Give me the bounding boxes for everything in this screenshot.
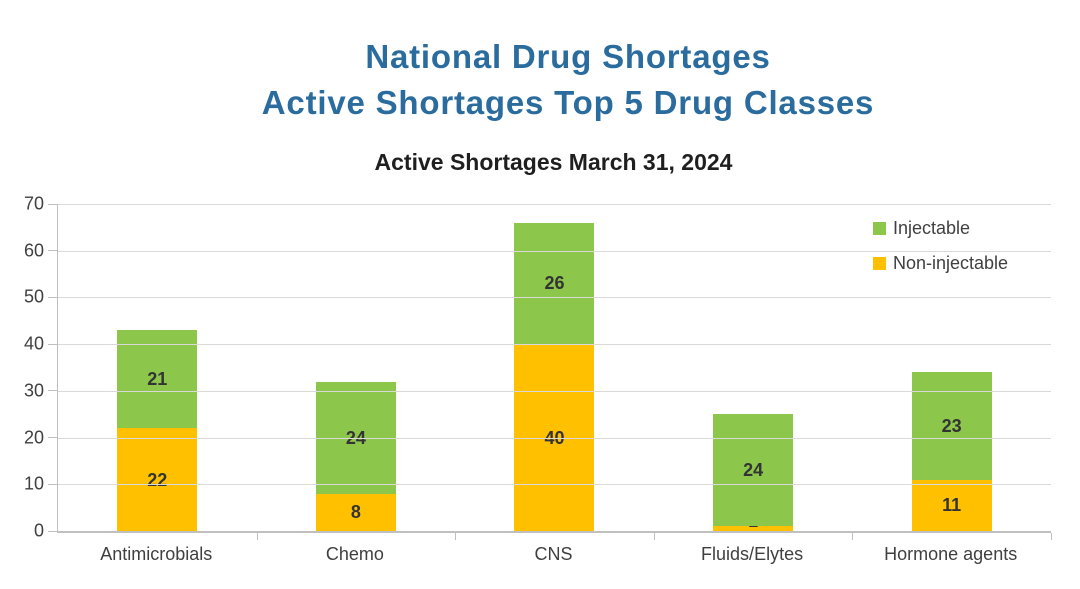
bar-column-cns: 40 26 <box>455 204 654 531</box>
y-axis-tick <box>48 483 58 485</box>
legend-label: Non-injectable <box>893 253 1009 273</box>
gridline-y-50 <box>58 297 1051 299</box>
gridline-y-30 <box>58 390 1051 392</box>
x-axis-tick <box>256 533 258 540</box>
legend-swatch-icon <box>873 257 886 270</box>
gridline-y-10 <box>58 484 1051 486</box>
stacked-bar: 22 21 <box>117 204 198 531</box>
y-axis-tick-label: 0 <box>33 520 44 541</box>
bar-value-label: 11 <box>942 495 962 516</box>
bar-value-label: 8 <box>350 502 361 523</box>
y-axis-tick-label: 10 <box>23 473 44 494</box>
x-axis-label-hormone-agents: Hormone agents <box>884 544 1018 564</box>
y-axis-tick <box>48 250 58 252</box>
y-axis-tick <box>48 203 58 205</box>
page-title-line-2: Active Shortages Top 5 Drug Classes <box>261 84 875 121</box>
y-axis-tick-label: 70 <box>23 193 44 214</box>
y-axis-tick <box>48 390 58 392</box>
y-axis-tick <box>48 437 58 439</box>
y-axis-tick-labels: 0 10 20 30 40 50 60 70 <box>0 194 44 541</box>
bar-segment-non-injectable: 8 <box>315 493 396 531</box>
chart-title: Active Shortages March 31, 2024 <box>374 149 733 175</box>
x-axis-label-cns: CNS <box>534 544 573 564</box>
gridline-y-20 <box>58 437 1051 439</box>
bar-value-label: 21 <box>147 369 168 390</box>
bar-segment-injectable: 23 <box>911 372 992 480</box>
y-axis-tick <box>48 296 58 298</box>
bar-segment-non-injectable: 1 <box>713 512 794 531</box>
stacked-bar: 8 24 <box>315 204 396 531</box>
bar-segment-injectable: 24 <box>713 414 794 527</box>
x-axis-tick <box>653 533 655 540</box>
x-axis-category-labels: Antimicrobials Chemo CNS Fluids/Elytes Hormo… <box>57 544 1050 565</box>
legend-entry-non-injectable: Non-injectable <box>873 253 1008 274</box>
gridline-y-70 <box>58 204 1051 205</box>
page-title-line-1: National Drug Shortages <box>365 38 771 75</box>
y-axis-tick-label: 20 <box>23 427 44 448</box>
stacked-bar: 11 23 <box>911 204 992 531</box>
x-axis-tick <box>852 533 854 540</box>
bar-column-fluids-elytes: 1 24 <box>654 204 853 531</box>
bar-segment-non-injectable: 22 <box>117 428 198 531</box>
bar-column-antimicrobials: 22 21 <box>58 204 257 531</box>
x-axis-label-chemo: Chemo <box>325 544 384 564</box>
y-axis-tick <box>48 343 58 345</box>
y-axis-tick-label: 60 <box>23 240 44 261</box>
bar-column-chemo: 8 24 <box>257 204 456 531</box>
page-title: National Drug Shortages Active Shortages… <box>56 34 1080 126</box>
bar-segment-injectable: 21 <box>117 330 198 429</box>
y-axis-tick <box>48 530 58 532</box>
legend-swatch-icon <box>873 222 886 235</box>
x-axis-tick <box>1051 533 1052 540</box>
bar-value-label: 24 <box>743 460 764 481</box>
legend-label: Injectable <box>893 218 971 238</box>
x-axis-label-fluids-elytes: Fluids/Elytes <box>701 544 804 564</box>
gridline-y-40 <box>58 344 1051 346</box>
stacked-bar: 1 24 <box>713 204 794 531</box>
legend-entry-injectable: Injectable <box>873 218 970 239</box>
bar-column-hormone-agents: 11 23 <box>852 204 1051 531</box>
gridline-y-60 <box>58 250 1051 252</box>
bar-segment-injectable: 26 <box>514 222 595 345</box>
y-axis-tick-label: 30 <box>23 380 44 401</box>
bar-value-label: 23 <box>941 415 962 436</box>
bar-value-label: 22 <box>147 469 168 490</box>
y-axis-tick-label: 50 <box>23 286 44 307</box>
stacked-bar: 40 26 <box>514 204 595 531</box>
y-axis-tick-label: 40 <box>23 333 44 354</box>
x-axis-label-antimicrobials: Antimicrobials <box>100 544 213 564</box>
bar-segment-non-injectable: 11 <box>911 479 992 531</box>
bar-value-label: 26 <box>544 273 565 294</box>
x-axis-tick <box>455 533 457 540</box>
